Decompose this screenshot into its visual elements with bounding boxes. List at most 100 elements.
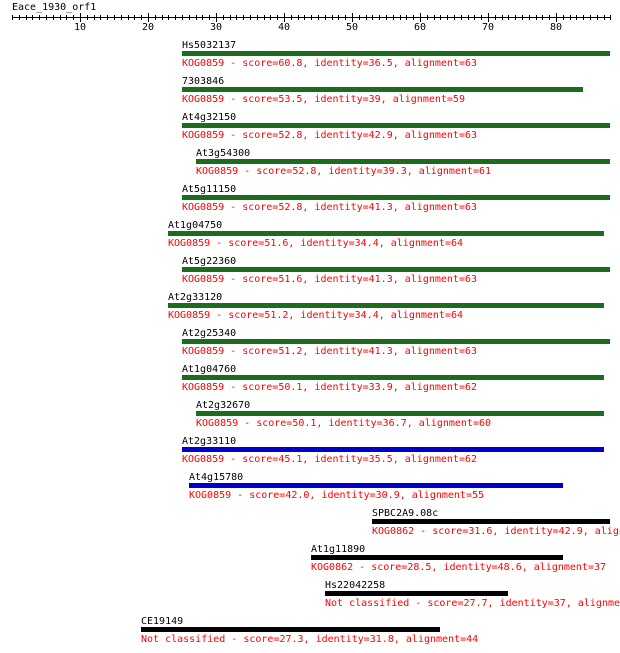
hit-name[interactable]: At1g04760 <box>182 364 237 375</box>
axis-tick <box>481 15 482 20</box>
axis-tick <box>304 15 305 20</box>
hit-description: KOG0859 - score=51.2, identity=34.4, ali… <box>168 310 464 321</box>
hit-name[interactable]: At5g11150 <box>182 184 237 195</box>
hit-name[interactable]: CE19149 <box>141 616 184 627</box>
hit-alignment-bar[interactable] <box>182 375 604 380</box>
axis-tick <box>196 15 197 20</box>
axis-tick <box>468 15 469 20</box>
hit-name[interactable]: SPBC2A9.08c <box>372 508 439 519</box>
hit-alignment-bar[interactable] <box>182 51 610 56</box>
axis-tick <box>202 15 203 20</box>
hit-description: KOG0859 - score=50.1, identity=33.9, ali… <box>182 382 478 393</box>
axis-tick <box>264 15 265 20</box>
axis-tick <box>311 15 312 20</box>
axis-tick <box>284 13 285 22</box>
axis-tick <box>434 15 435 20</box>
hit-alignment-bar[interactable] <box>182 195 610 200</box>
hit-alignment-bar[interactable] <box>182 267 610 272</box>
axis-tick <box>114 15 115 20</box>
hit-alignment-bar[interactable] <box>196 411 604 416</box>
hit-description: KOG0859 - score=51.6, identity=34.4, ali… <box>168 238 464 249</box>
axis-tick <box>413 15 414 20</box>
axis-tick <box>155 15 156 20</box>
axis-tick <box>243 15 244 20</box>
hit-alignment-bar[interactable] <box>168 303 604 308</box>
axis-tick <box>39 15 40 20</box>
axis-tick <box>216 13 217 22</box>
hit-name[interactable]: At2g25340 <box>182 328 237 339</box>
hit-description: Not classified - score=27.3, identity=31… <box>141 634 479 645</box>
hit-alignment-bar[interactable] <box>182 123 610 128</box>
axis-tick <box>162 15 163 20</box>
axis-tick-label: 80 <box>550 22 563 33</box>
hit-description: KOG0859 - score=51.6, identity=41.3, ali… <box>182 274 478 285</box>
axis-tick <box>298 15 299 20</box>
axis-tick <box>46 15 47 20</box>
axis-tick <box>386 15 387 20</box>
axis-tick <box>502 15 503 20</box>
hit-name[interactable]: At2g33110 <box>182 436 237 447</box>
hit-name[interactable]: At1g11890 <box>311 544 366 555</box>
axis-tick <box>121 15 122 20</box>
hit-alignment-bar[interactable] <box>182 339 610 344</box>
hit-name[interactable]: At1g04750 <box>168 220 223 231</box>
hit-description: KOG0862 - score=31.6, identity=42.9, ali… <box>372 526 620 537</box>
axis-tick <box>32 15 33 20</box>
axis-tick <box>488 13 489 22</box>
axis-tick-label: 50 <box>346 22 359 33</box>
axis-tick <box>447 15 448 20</box>
hit-alignment-bar[interactable] <box>372 519 610 524</box>
hit-alignment-bar[interactable] <box>182 87 583 92</box>
axis-tick <box>597 15 598 20</box>
axis-tick <box>515 15 516 20</box>
hit-alignment-bar[interactable] <box>189 483 563 488</box>
axis-tick <box>230 15 231 20</box>
hit-name[interactable]: At4g32150 <box>182 112 237 123</box>
axis-tick <box>277 15 278 20</box>
axis-tick <box>610 15 611 20</box>
hit-alignment-bar[interactable] <box>141 627 440 632</box>
hit-name[interactable]: At2g32670 <box>196 400 251 411</box>
hit-description: KOG0859 - score=50.1, identity=36.7, ali… <box>196 418 492 429</box>
hit-description: KOG0859 - score=52.8, identity=41.3, ali… <box>182 202 478 213</box>
axis-tick <box>325 15 326 20</box>
hit-description: KOG0859 - score=60.8, identity=36.5, ali… <box>182 58 478 69</box>
axis-tick <box>536 15 537 20</box>
hit-alignment-bar[interactable] <box>196 159 610 164</box>
axis-tick <box>209 15 210 20</box>
hit-name[interactable]: Hs22042258 <box>325 580 386 591</box>
axis-tick-label: 10 <box>74 22 87 33</box>
axis-tick <box>257 15 258 20</box>
hit-name[interactable]: At4g15780 <box>189 472 244 483</box>
axis-tick <box>556 13 557 22</box>
hit-name[interactable]: At2g33120 <box>168 292 223 303</box>
axis-tick <box>420 13 421 22</box>
hit-name[interactable]: Hs5032137 <box>182 40 237 51</box>
hit-name[interactable]: 7303846 <box>182 76 225 87</box>
axis-tick <box>73 15 74 20</box>
axis-tick <box>372 15 373 20</box>
axis-tick-label: 60 <box>414 22 427 33</box>
hit-description: KOG0859 - score=52.8, identity=39.3, ali… <box>196 166 492 177</box>
axis-tick <box>366 15 367 20</box>
axis-tick <box>168 15 169 20</box>
axis-tick <box>549 15 550 20</box>
axis-tick <box>270 15 271 20</box>
query-name: Eace_1930_orf1 <box>12 2 97 13</box>
hit-description: KOG0862 - score=28.5, identity=48.6, ali… <box>311 562 607 573</box>
hit-name[interactable]: At3g54300 <box>196 148 251 159</box>
axis-tick <box>100 15 101 20</box>
hit-description: KOG0859 - score=51.2, identity=41.3, ali… <box>182 346 478 357</box>
hit-name[interactable]: At5g22360 <box>182 256 237 267</box>
hit-alignment-bar[interactable] <box>325 591 508 596</box>
axis-tick <box>406 15 407 20</box>
axis-tick-label: 40 <box>278 22 291 33</box>
axis-tick <box>19 15 20 20</box>
hit-alignment-bar[interactable] <box>311 555 563 560</box>
hit-alignment-bar[interactable] <box>168 231 604 236</box>
hit-alignment-bar[interactable] <box>182 447 604 452</box>
axis-tick <box>604 15 605 20</box>
axis-tick <box>454 15 455 20</box>
axis-tick <box>182 15 183 20</box>
